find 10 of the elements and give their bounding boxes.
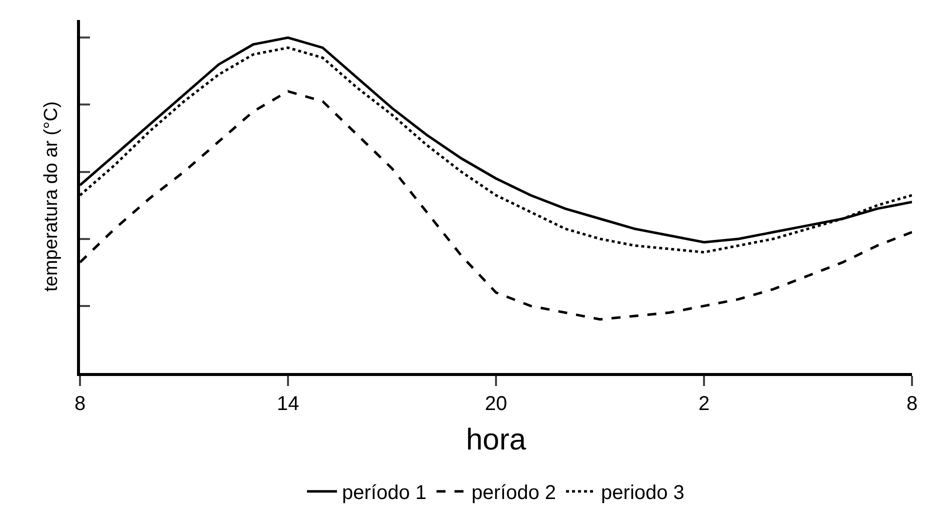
x-tick-label: 14 <box>276 392 300 415</box>
legend-label: periodo 3 <box>601 482 684 504</box>
x-tick-label: 8 <box>906 392 918 415</box>
y-axis-title: temperatura do ar (°C) <box>41 101 62 292</box>
x-tick-label: 8 <box>74 392 86 415</box>
legend-label: período 1 <box>342 482 427 504</box>
x-tick-label: 2 <box>698 392 710 415</box>
x-axis-title: hora <box>466 423 526 456</box>
x-tick-label: 20 <box>484 392 508 415</box>
legend-label: período 2 <box>472 482 556 504</box>
